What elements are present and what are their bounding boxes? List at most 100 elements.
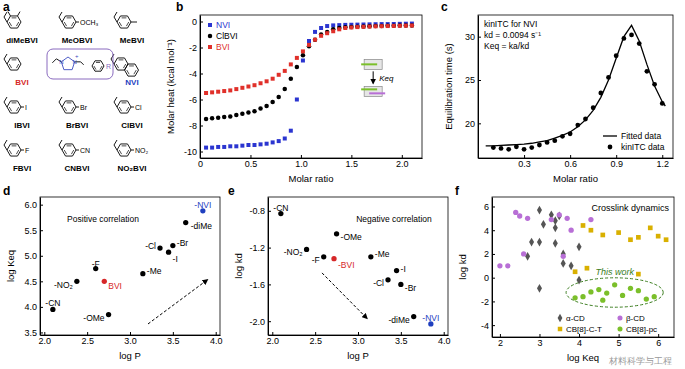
tick-label: -6 xyxy=(189,95,197,105)
structure-label: CNBVI xyxy=(65,164,90,173)
bond xyxy=(4,145,7,150)
annotation: Negative correlation xyxy=(356,214,432,224)
tick: 1.2 xyxy=(656,155,669,169)
tick: 5 xyxy=(617,334,622,348)
tick-mark xyxy=(130,332,131,335)
point xyxy=(106,312,111,317)
tick-mark xyxy=(44,332,45,335)
double-bond xyxy=(67,145,72,146)
panel-label: d xyxy=(3,184,10,198)
structure-label: IBVI xyxy=(14,121,30,130)
point xyxy=(228,144,232,148)
tick: 20 xyxy=(465,119,481,129)
x-axis-title: log Keq xyxy=(567,352,599,363)
tick-mark xyxy=(658,334,659,337)
axis-line xyxy=(493,337,675,338)
tick: -0.8 xyxy=(249,206,271,216)
point xyxy=(380,24,384,28)
axis-line xyxy=(201,158,423,159)
legend-marker xyxy=(208,23,212,27)
tick-label: 6 xyxy=(484,202,489,212)
plot-area xyxy=(278,211,433,327)
axis-left: 202530 xyxy=(465,16,481,159)
panel-label: b xyxy=(176,0,183,14)
point xyxy=(367,24,372,29)
legend-marker xyxy=(617,326,622,331)
tick: 3.0 xyxy=(352,332,365,346)
bond xyxy=(4,17,7,22)
x-axis-title: Molar ratio xyxy=(553,173,598,184)
guest xyxy=(369,92,385,94)
tick-mark xyxy=(268,211,271,212)
tick-mark xyxy=(40,281,43,282)
point xyxy=(549,217,554,222)
double-bond xyxy=(64,107,66,111)
tick-mark xyxy=(268,321,271,322)
point xyxy=(499,146,504,151)
tick-mark xyxy=(492,230,495,231)
bond xyxy=(114,97,117,102)
tick-mark xyxy=(492,206,495,207)
point xyxy=(664,237,669,242)
double-bond xyxy=(119,107,121,111)
point xyxy=(580,294,585,299)
double-bond xyxy=(96,62,100,63)
x-axis-title: log P xyxy=(347,350,369,361)
tick-mark xyxy=(200,74,203,75)
point xyxy=(246,110,251,115)
double-bond xyxy=(12,59,17,60)
tick-label: -8 xyxy=(189,121,197,131)
point xyxy=(557,212,562,217)
point xyxy=(259,81,263,85)
point xyxy=(283,69,287,73)
x-axis-title: Molar ratio xyxy=(289,173,334,184)
tick-label: -10 xyxy=(184,147,197,157)
tick-label: 0.9 xyxy=(610,159,623,169)
point xyxy=(561,254,566,259)
tick-label: 4.0 xyxy=(24,302,37,312)
double-bond xyxy=(12,145,17,146)
structure-label: BrBVI xyxy=(66,121,88,130)
point xyxy=(277,139,281,143)
tick-mark xyxy=(478,80,481,81)
point xyxy=(652,82,657,87)
bond xyxy=(4,12,7,17)
point xyxy=(568,228,573,233)
structure-label: BVI xyxy=(15,78,28,87)
point xyxy=(648,226,653,231)
tick-label: -2.0 xyxy=(249,317,265,327)
axis-line xyxy=(40,198,41,336)
point-label: -Br xyxy=(405,283,417,293)
substituent: OCH₃ xyxy=(80,19,99,26)
point xyxy=(331,29,335,33)
tick: 1.5 xyxy=(346,155,359,169)
tick: 25 xyxy=(465,75,481,85)
axis-line xyxy=(492,198,493,338)
point xyxy=(258,106,263,111)
point xyxy=(325,31,329,35)
axis-line xyxy=(268,198,269,336)
ring xyxy=(92,61,104,71)
point xyxy=(307,39,311,43)
point xyxy=(552,138,557,143)
annotation: Positive correlation xyxy=(67,214,139,224)
y-axis-title: log kd xyxy=(457,254,468,279)
double-bond xyxy=(16,64,18,68)
point xyxy=(234,144,238,148)
series xyxy=(204,24,414,95)
tick-mark xyxy=(401,332,402,335)
plot-frame xyxy=(40,197,220,335)
point xyxy=(612,282,617,287)
point-label: -CN xyxy=(45,298,60,308)
legend-label: CB[8]-C-T xyxy=(566,325,602,334)
point xyxy=(568,131,573,136)
bond xyxy=(114,140,117,145)
double-bond xyxy=(126,107,128,111)
ring xyxy=(117,16,131,28)
tick-label: 1.2 xyxy=(656,159,669,169)
point xyxy=(491,145,496,150)
tick: 4 xyxy=(484,226,495,236)
double-bond xyxy=(71,150,73,154)
point-label: -diMe xyxy=(388,315,410,325)
substituent: F xyxy=(25,147,29,154)
